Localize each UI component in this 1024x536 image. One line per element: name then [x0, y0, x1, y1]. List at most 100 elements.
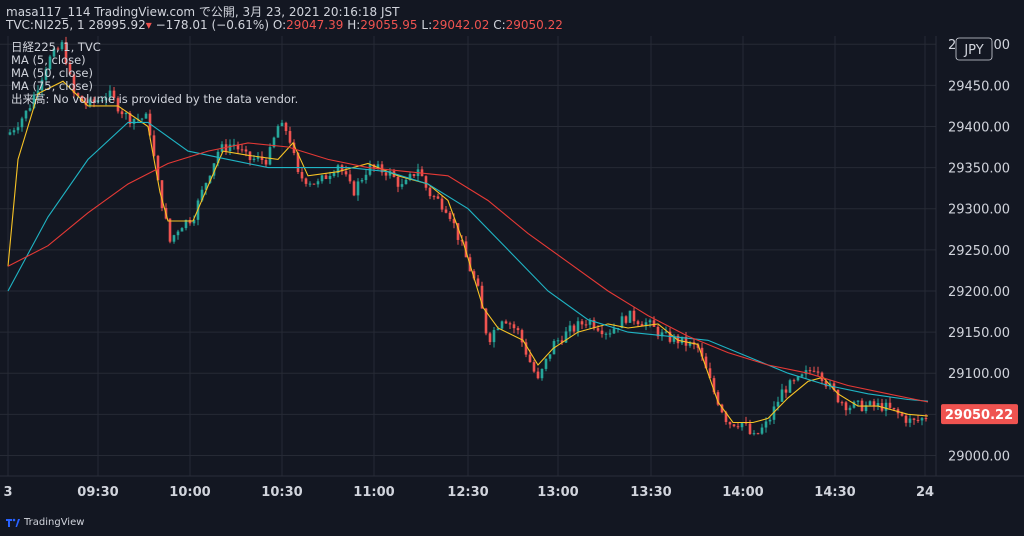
candle-body: [612, 328, 616, 334]
candle-body: [344, 171, 348, 175]
price-tag-label: 29050.22: [945, 408, 1013, 423]
candle-body: [724, 412, 728, 422]
candle-body: [384, 172, 388, 176]
chart-grid: [0, 36, 936, 476]
candle-body: [16, 127, 20, 131]
candle-body: [736, 426, 740, 428]
candle-body: [816, 371, 820, 373]
legend: 日経225, 1, TVC MA (5, close) MA (50, clos…: [11, 40, 298, 106]
candle-body: [448, 212, 452, 219]
x-tick-label: 09:30: [77, 485, 118, 500]
candle-body: [44, 69, 48, 80]
candle-body: [92, 99, 96, 103]
y-tick-label: 29450.00: [948, 79, 1010, 94]
candle-body: [596, 328, 600, 331]
candle-body: [228, 144, 232, 152]
ma-line-1: [7, 121, 929, 402]
price-change: −178.01 (−0.61%): [155, 18, 270, 32]
candle-body: [536, 371, 540, 379]
candle-body: [460, 239, 464, 242]
candle-body: [844, 402, 848, 411]
brand-label: TradingView: [24, 517, 85, 528]
candle-body: [556, 340, 560, 342]
candle-body: [520, 330, 524, 343]
candle-body: [804, 370, 808, 375]
candle-body: [204, 182, 208, 190]
candle-body: [660, 332, 664, 337]
candle-body: [628, 310, 632, 323]
candle-body: [36, 90, 40, 95]
candle-body: [872, 401, 876, 406]
footer: TradingView: [0, 512, 1024, 536]
candle-body: [404, 179, 408, 185]
x-tick-label: 14:30: [814, 485, 855, 500]
legend-ma75: MA (75, close): [11, 79, 93, 93]
x-tick-label: 14:00: [722, 485, 763, 500]
candle-body: [132, 118, 136, 124]
candle-body: [332, 173, 336, 176]
candle-body: [916, 419, 920, 421]
candle-body: [696, 344, 700, 348]
candle-body: [920, 418, 924, 421]
candle-body: [512, 324, 516, 329]
candle-body: [188, 219, 192, 224]
candle-body: [208, 175, 212, 183]
price-axis[interactable]: 29000.0029050.0029100.0029150.0029200.00…: [948, 38, 1010, 464]
candle-body: [480, 285, 484, 309]
candle-body: [52, 48, 56, 57]
candle-body: [12, 130, 16, 133]
candle-body: [8, 132, 12, 135]
candle-body: [376, 164, 380, 168]
candle-body: [700, 347, 704, 357]
candle-body: [876, 403, 880, 406]
candle-body: [748, 423, 752, 435]
candle-body: [444, 209, 448, 213]
candle-body: [400, 184, 404, 187]
time-axis[interactable]: 3 09:30 10:00 10:30 11:00 12:30 13:00 13:30 14:0…: [3, 485, 934, 500]
candle-body: [528, 354, 532, 363]
candle-body: [308, 183, 312, 185]
candle-body: [708, 368, 712, 379]
candle-body: [868, 401, 872, 406]
candle-body: [340, 165, 344, 172]
candle-body: [576, 321, 580, 332]
candle-body: [128, 113, 132, 124]
candle-body: [760, 427, 764, 434]
candle-body: [388, 171, 392, 176]
candle-body: [20, 118, 24, 128]
candle-body: [144, 113, 148, 119]
candle-body: [100, 100, 104, 102]
candle-body: [352, 181, 356, 196]
candle-body: [504, 321, 508, 324]
candle-body: [820, 372, 824, 381]
candle-body: [88, 99, 92, 106]
candle-body: [888, 402, 892, 408]
candle-body: [172, 235, 176, 242]
candle-body: [560, 340, 564, 343]
candle-body: [564, 331, 568, 343]
candle-body: [684, 336, 688, 346]
currency-badge[interactable]: JPY: [955, 37, 993, 61]
y-tick-label: 29150.00: [948, 326, 1010, 341]
candle-body: [380, 164, 384, 173]
y-tick-label: 29400.00: [948, 120, 1010, 135]
candle-body: [900, 413, 904, 416]
candle-body: [656, 326, 660, 337]
currency-label: JPY: [963, 43, 983, 58]
x-tick-label: 10:30: [261, 485, 302, 500]
candle-body: [284, 122, 288, 132]
candle-body: [476, 278, 480, 286]
candle-body: [488, 333, 492, 343]
candle-body: [532, 362, 536, 372]
tradingview-logo[interactable]: TradingView: [6, 517, 84, 528]
y-tick-label: 29300.00: [948, 203, 1010, 218]
candle-body: [264, 160, 268, 165]
candle-body: [840, 402, 844, 404]
candle-body: [60, 42, 64, 50]
candle-body: [588, 319, 592, 325]
price-chart[interactable]: 29000.0029050.0029100.0029150.0029200.00…: [0, 36, 1024, 536]
candle-body: [112, 90, 116, 99]
candle-body: [108, 90, 112, 98]
y-tick-label: 29000.00: [948, 449, 1010, 464]
candle-body: [852, 401, 856, 408]
